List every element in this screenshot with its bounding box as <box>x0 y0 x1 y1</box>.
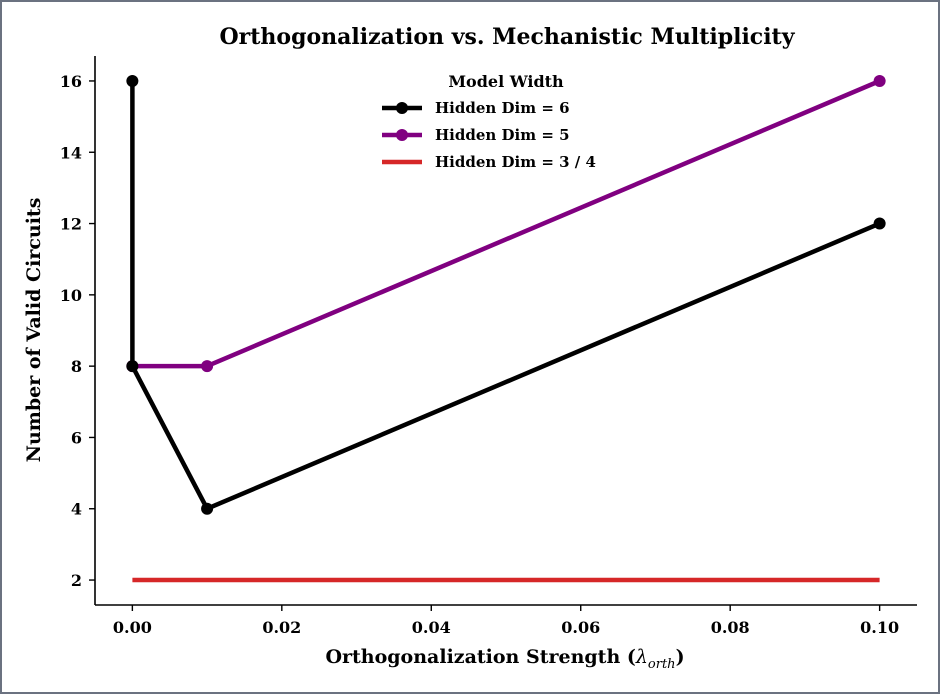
y-tick-label: 4 <box>71 500 82 519</box>
x-axis-label-end: ) <box>676 646 685 668</box>
x-axis-label: Orthogonalization Strength (λorth) <box>325 646 684 672</box>
y-tick-label: 2 <box>71 571 82 590</box>
legend-swatch-marker <box>396 129 408 141</box>
y-tick-label: 10 <box>60 286 82 305</box>
axes: 0.00 0.02 0.04 0.06 0.08 0.10 2 4 6 8 10 12 14 16 <box>60 56 917 637</box>
series-layer <box>126 74 886 583</box>
legend-title: Model Width <box>448 72 564 91</box>
x-tick-label: 0.00 <box>113 618 152 637</box>
series-2-point <box>201 360 214 373</box>
series-line-2 <box>132 78 881 369</box>
y-tick-label: 14 <box>60 143 82 162</box>
legend-label: Hidden Dim = 3 / 4 <box>435 153 596 171</box>
series-line-1 <box>130 81 881 511</box>
y-tick-label: 12 <box>60 215 82 234</box>
x-tick-label: 0.10 <box>860 618 899 637</box>
series-1-point <box>126 74 139 87</box>
series-1-point <box>873 217 886 230</box>
legend-label: Hidden Dim = 6 <box>435 99 570 117</box>
x-axis-label-symbol: λ <box>635 646 648 668</box>
y-tick-label: 8 <box>71 357 82 376</box>
series-2-point <box>873 74 886 87</box>
x-axis-label-main: Orthogonalization Strength ( <box>325 646 635 668</box>
x-axis-label-subscript: orth <box>648 657 676 672</box>
legend-label: Hidden Dim = 5 <box>435 126 570 144</box>
series-1-point <box>126 360 139 373</box>
x-tick-label: 0.06 <box>561 618 600 637</box>
series-1-point <box>201 502 214 515</box>
x-tick-label: 0.08 <box>711 618 750 637</box>
x-tick-label: 0.02 <box>262 618 301 637</box>
legend: Model Width Hidden Dim = 6 Hidden Dim = 5 H… <box>382 72 596 171</box>
y-tick-label: 16 <box>60 72 82 91</box>
x-tick-label: 0.04 <box>412 618 451 637</box>
legend-swatch-marker <box>396 102 408 114</box>
y-tick-label: 6 <box>71 428 82 447</box>
y-axis-label: Number of Valid Circuits <box>23 198 45 463</box>
chart-title: Orthogonalization vs. Mechanistic Multip… <box>219 24 795 50</box>
